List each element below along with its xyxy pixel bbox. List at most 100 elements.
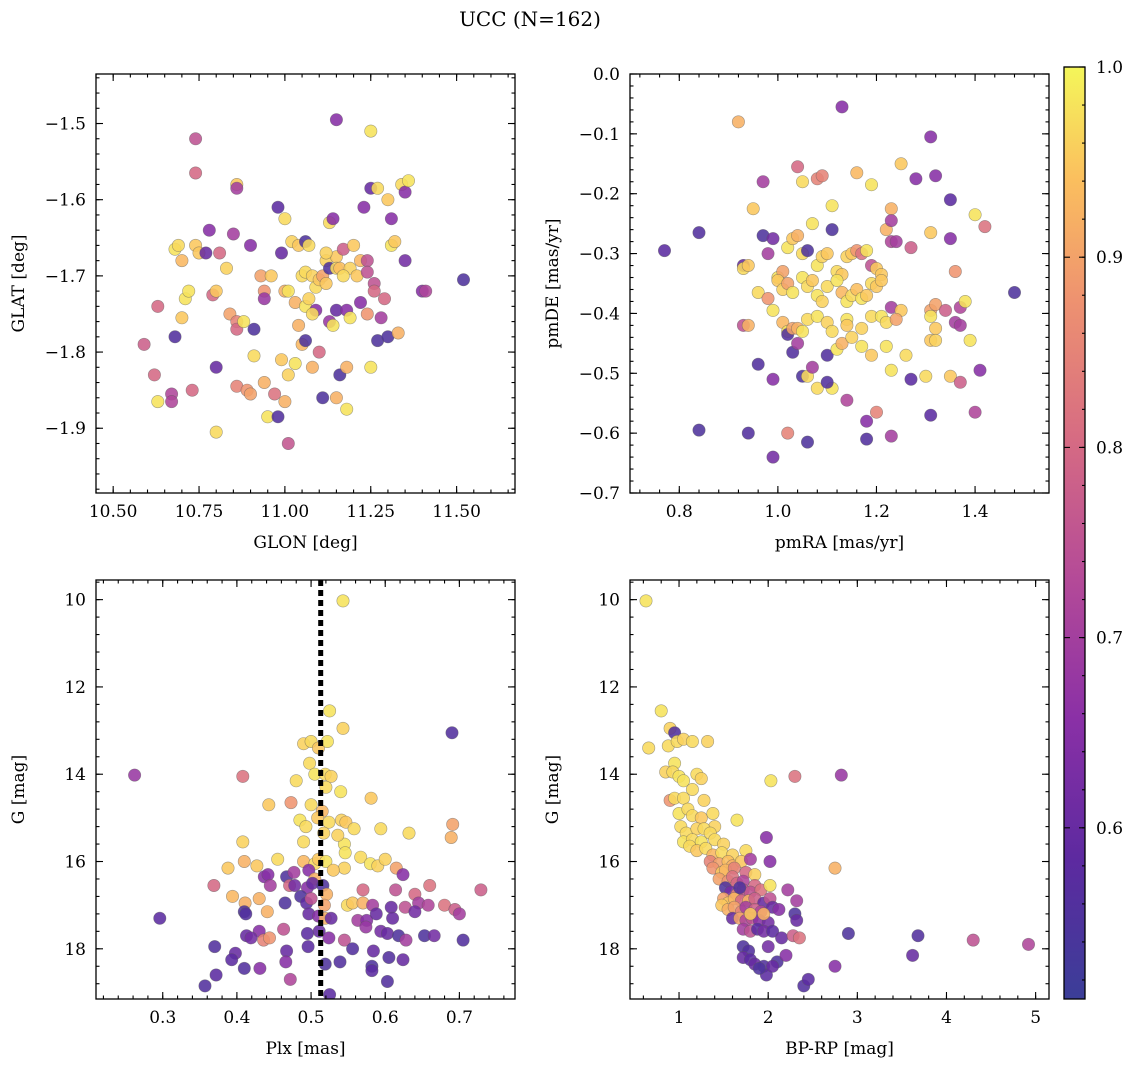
x-tick-label: 1.0 — [764, 502, 791, 522]
data-point — [692, 226, 706, 240]
data-point — [336, 594, 350, 608]
data-point — [909, 172, 923, 186]
data-point — [864, 348, 878, 362]
data-point — [175, 254, 189, 268]
colorbar-tick-label: 0.8 — [1096, 438, 1123, 458]
data-point — [381, 193, 395, 207]
data-point — [953, 318, 967, 332]
data-point — [733, 881, 747, 895]
data-point — [279, 955, 293, 969]
data-point — [208, 940, 222, 954]
data-point — [299, 820, 313, 834]
data-point — [830, 273, 844, 287]
data-point — [889, 312, 903, 326]
x-axis-label: Plx [mas] — [265, 1039, 345, 1059]
data-point — [968, 405, 982, 419]
data-point — [278, 212, 292, 226]
data-point — [369, 907, 383, 921]
data-point — [701, 734, 715, 748]
y-axis-label: G [mag] — [543, 755, 563, 824]
figure-title: UCC (N=162) — [459, 7, 601, 31]
data-point — [919, 369, 933, 383]
data-point — [336, 269, 350, 283]
data-point — [775, 931, 789, 945]
data-point — [795, 324, 809, 338]
points — [657, 100, 1021, 464]
y-tick-label: −0.6 — [579, 424, 620, 444]
data-point — [262, 798, 276, 812]
data-point — [929, 333, 943, 347]
data-point — [244, 387, 258, 401]
data-point — [743, 852, 757, 866]
data-point — [360, 307, 374, 321]
data-point — [943, 232, 957, 246]
data-point — [364, 124, 378, 138]
data-point — [283, 972, 297, 986]
data-point — [396, 953, 410, 967]
x-tick-label: 2 — [763, 1008, 774, 1028]
data-point — [761, 291, 775, 305]
data-point — [766, 232, 780, 246]
data-point — [347, 238, 361, 252]
data-point — [329, 391, 343, 405]
data-point — [828, 861, 842, 875]
data-point — [766, 450, 780, 464]
data-point — [446, 817, 460, 831]
data-point — [781, 426, 795, 440]
data-point — [864, 178, 878, 192]
data-point — [151, 299, 165, 313]
data-point — [338, 846, 352, 860]
data-point — [337, 861, 351, 875]
data-point — [244, 238, 258, 252]
scatter-panel-1: 10.50 10.75 11.00 11.25 11.50 −1.5 −1.6 −1.7 −1.… — [9, 73, 516, 553]
data-point — [456, 273, 470, 287]
data-point — [788, 769, 802, 783]
data-point — [329, 113, 343, 127]
axes-frame — [629, 73, 1050, 494]
x-tick-label: 0.5 — [298, 1008, 325, 1028]
data-point — [639, 594, 653, 608]
data-point — [741, 426, 755, 440]
data-point — [860, 244, 874, 258]
data-point — [287, 865, 301, 879]
colorbar-frame — [1063, 66, 1086, 1000]
data-point — [151, 395, 165, 409]
data-point — [209, 968, 223, 982]
data-point — [929, 169, 943, 183]
data-point — [800, 244, 814, 258]
data-point — [230, 181, 244, 195]
data-point — [312, 345, 326, 359]
data-point — [943, 369, 957, 383]
data-point — [869, 405, 883, 419]
data-point — [317, 826, 331, 840]
data-point — [685, 734, 699, 748]
data-point — [676, 791, 690, 805]
data-point — [202, 223, 216, 237]
data-point — [399, 933, 413, 947]
data-point — [263, 878, 277, 892]
y-tick-label: −1.7 — [45, 267, 86, 287]
data-point — [367, 284, 381, 298]
data-point — [322, 815, 336, 829]
data-point — [303, 756, 317, 770]
data-point — [763, 854, 777, 868]
data-point — [845, 330, 859, 344]
data-point — [973, 363, 987, 377]
data-point — [763, 878, 777, 892]
data-point — [257, 292, 271, 306]
data-point — [236, 769, 250, 783]
data-point — [207, 878, 221, 892]
data-point — [359, 920, 373, 934]
data-point — [323, 704, 337, 718]
data-point — [322, 931, 336, 945]
data-point — [929, 297, 943, 311]
colorbar-tick-label: 0.9 — [1096, 248, 1123, 268]
data-point — [360, 265, 374, 279]
data-point — [761, 247, 775, 261]
data-point — [301, 940, 315, 954]
data-point — [264, 269, 278, 283]
data-point — [189, 166, 203, 180]
data-point — [298, 334, 312, 348]
data-point — [730, 813, 744, 827]
